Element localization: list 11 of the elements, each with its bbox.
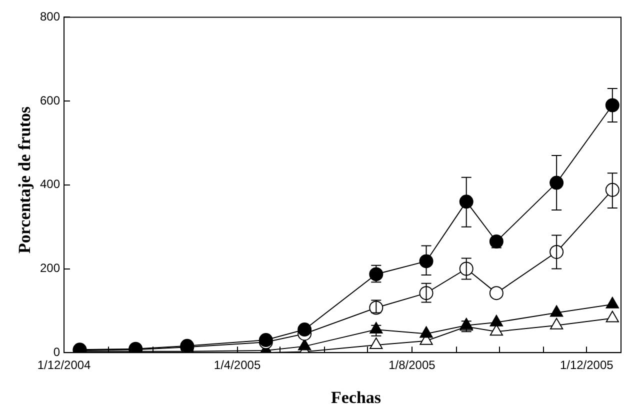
y-tick-label: 400 [40, 177, 60, 192]
y-tick-label: 0 [53, 344, 60, 359]
y-tick-label: 800 [40, 10, 60, 24]
y-tick-label: 600 [40, 93, 60, 108]
x-tick-label: 1/4/2005 [214, 358, 261, 372]
x-tick-label: 1/8/2005 [388, 358, 436, 372]
y-axis-title: Porcentaje de frutos [15, 106, 35, 256]
x-tick-label: 1/12/2004 [37, 358, 92, 372]
y-tick-label: 200 [40, 261, 60, 276]
x-axis-title: Fechas [330, 388, 382, 408]
x-tick-label: 1/12/2005 [560, 358, 614, 372]
